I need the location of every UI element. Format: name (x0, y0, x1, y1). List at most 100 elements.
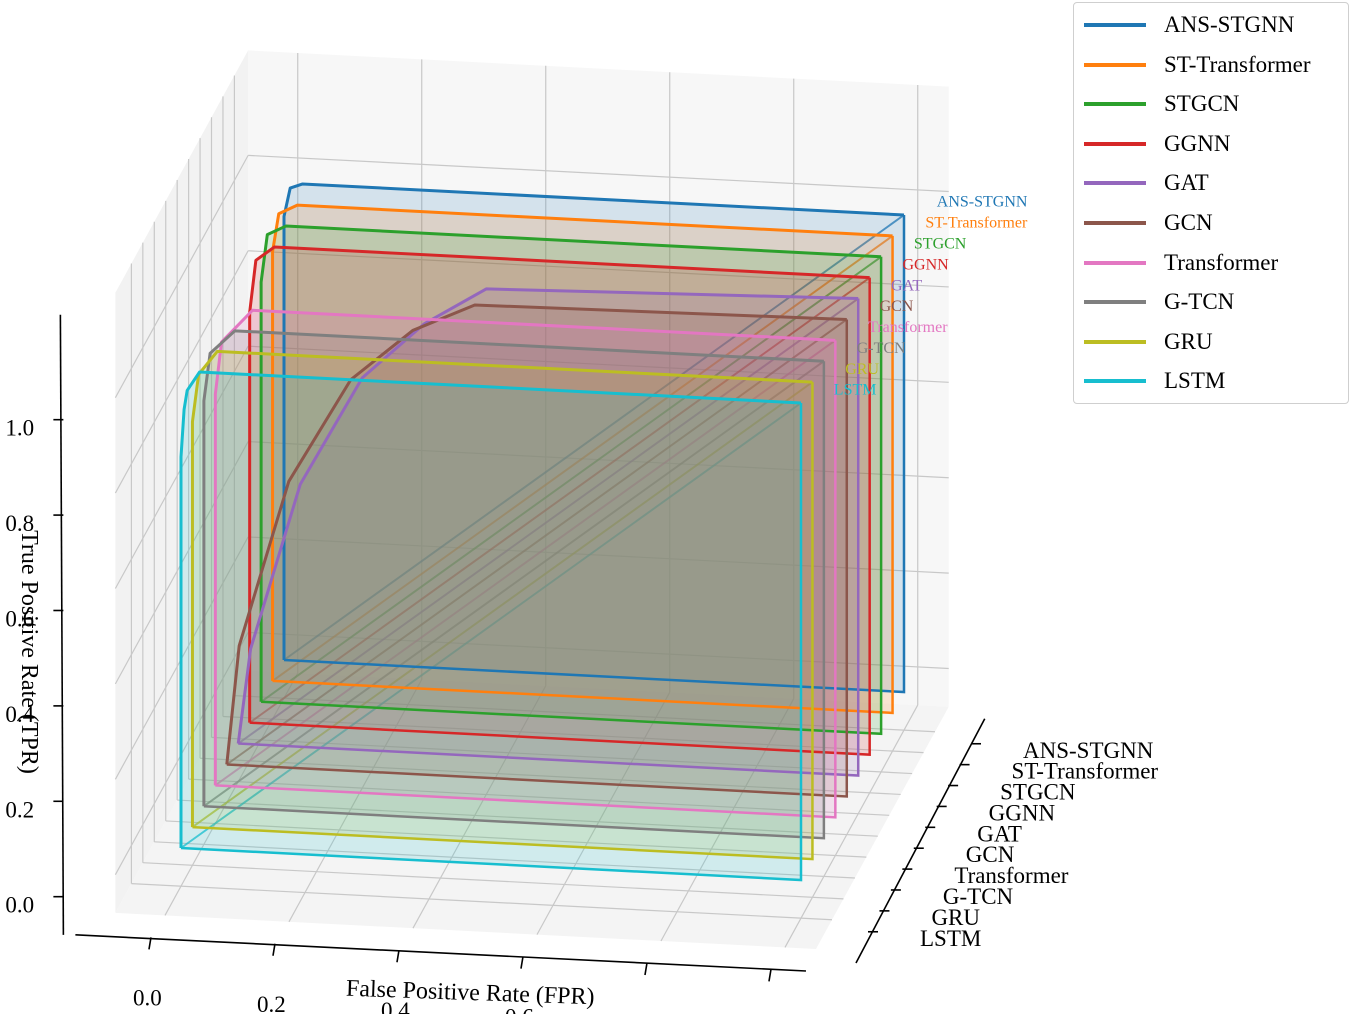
legend-item: GCN (1074, 205, 1348, 241)
legend-item: Transformer (1074, 245, 1348, 281)
model-label: ST-Transformer (925, 215, 1028, 232)
label-group: ANS-STGNN ST-Transformer STGCN GGNN GAT GCN Tr… (5, 194, 1158, 1014)
area-GGNN (249, 246, 870, 755)
legend-swatch (1084, 339, 1146, 344)
legend-swatch (1084, 141, 1146, 146)
grid-d-floor (177, 799, 878, 837)
diagonal-GAT (237, 297, 859, 745)
frame-ANS-STGNN (283, 215, 906, 694)
diagonal-ANS-STGNN (283, 214, 905, 661)
model-label: GGNN (902, 256, 949, 273)
grid-d-floor (131, 883, 833, 921)
diagonal-Transformer (214, 339, 836, 787)
diagonal-ST-Transformer (271, 235, 894, 682)
diagonal-LSTM (180, 402, 802, 849)
grid-z-back (248, 536, 949, 574)
legend-swatch (1084, 102, 1146, 107)
model-axis-line (855, 718, 986, 964)
model-tick-label: GRU (931, 905, 980, 930)
roc-line-GGNN (248, 245, 870, 723)
area-G-TCN (203, 330, 824, 839)
model-tick-label: STGCN (1000, 780, 1076, 805)
frame-GCN (226, 319, 849, 798)
area-fill-group (181, 183, 904, 880)
fpr-tick-label: 0.8 (629, 1011, 658, 1014)
grid-z-back (248, 154, 949, 193)
back-pane (248, 50, 949, 707)
frame-LSTM (180, 403, 803, 882)
fpr-tick-label: 0.6 (505, 1005, 534, 1014)
grid-x-floor (288, 679, 423, 923)
grid-z-back (248, 345, 949, 383)
legend-swatch (1084, 23, 1146, 27)
legend-item: LSTM (1074, 363, 1348, 399)
fpr-axis-line (75, 934, 807, 972)
area-ST-Transformer (272, 205, 893, 713)
legend-item: STGCN (1074, 86, 1348, 122)
grid-z-back (248, 250, 949, 288)
floor-pane (115, 670, 949, 950)
grid-z-left (114, 250, 249, 494)
grid-x-floor (164, 672, 299, 916)
fpr-tick-label: 0.4 (381, 998, 410, 1014)
model-label: G-TCN (857, 340, 906, 357)
legend-label: LSTM (1164, 368, 1226, 394)
model-tick-label: LSTM (920, 926, 981, 951)
roc-line-G-TCN (202, 329, 824, 807)
frame-GGNN (249, 277, 871, 756)
grid-d-floor (154, 841, 855, 879)
roc-line-ST-Transformer (271, 203, 893, 681)
legend-swatch (1084, 260, 1146, 265)
fpr-tick (272, 943, 276, 956)
model-label: LSTM (834, 382, 877, 399)
model-label: STGCN (914, 236, 967, 253)
model-label: GRU (845, 361, 879, 378)
diagonal-GGNN (249, 276, 871, 724)
legend-label: GCN (1164, 210, 1213, 235)
roc-line-LSTM (179, 370, 802, 848)
model-tick-label: Transformer (954, 863, 1068, 888)
area-GAT (238, 288, 859, 776)
roc-line-GAT (236, 287, 859, 744)
area-GCN (226, 305, 847, 797)
tpr-tick-label: 1.0 (5, 416, 34, 441)
fpr-tick (148, 937, 152, 950)
tpr-tick-label: 0.0 (5, 893, 34, 918)
diagonal-group (180, 214, 905, 849)
legend-item: GRU (1074, 324, 1348, 360)
legend-item: ST-Transformer (1074, 47, 1348, 83)
area-STGCN (261, 226, 882, 734)
model-tick-label: GAT (977, 821, 1022, 846)
roc-line-STGCN (259, 224, 882, 702)
legend-label: ANS-STGNN (1164, 12, 1295, 37)
tpr-tick-label: 0.4 (5, 702, 34, 727)
legend-swatch (1084, 221, 1146, 225)
legend-label: ST-Transformer (1164, 51, 1311, 77)
diagonal-STGCN (260, 255, 882, 703)
model-label: ANS-STGNN (937, 194, 1028, 211)
legend-item: ANS-STGNN (1074, 7, 1348, 43)
model-tick-label: ANS-STGNN (1023, 738, 1154, 763)
area-LSTM (181, 371, 801, 880)
legend-label: G-TCN (1164, 289, 1235, 315)
fpr-tick-label: 0.2 (257, 992, 286, 1014)
frame-Transformer (215, 340, 837, 819)
diagonal-GCN (226, 318, 848, 766)
legend-item: GGNN (1074, 126, 1348, 162)
tpr-axis-line (59, 314, 65, 935)
model-label: Transformer (868, 319, 948, 336)
grid-x-floor (412, 685, 547, 929)
frame-G-TCN (203, 361, 826, 840)
area-GRU (192, 351, 813, 860)
fpr-tick (644, 962, 648, 976)
legend-item: G-TCN (1074, 284, 1348, 320)
legend-label: GGNN (1164, 130, 1231, 156)
model-label: GCN (880, 298, 914, 315)
diagonal-G-TCN (203, 360, 825, 808)
tpr-tick-label: 0.8 (5, 511, 34, 536)
fpr-tick (520, 956, 524, 969)
pane-grid-group (114, 50, 949, 950)
diagonal-GRU (191, 381, 814, 828)
legend-swatch (1084, 379, 1146, 384)
